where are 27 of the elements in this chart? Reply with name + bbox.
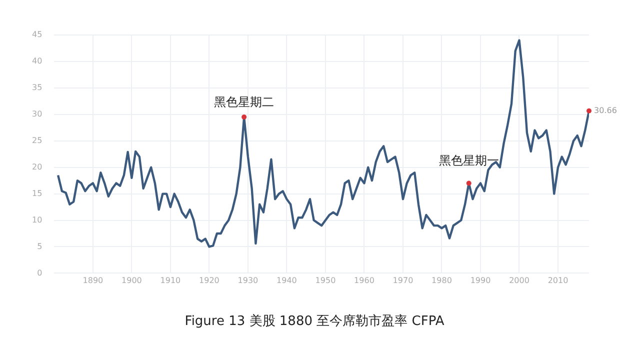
x-tick-label: 1980 [432,276,452,286]
y-tick-label: 20 [32,162,42,172]
y-tick-label: 10 [32,215,42,224]
text: Figure 13 美股 1880 至今席勒市盈率 CFPA [184,313,446,330]
y-tick-label: 40 [32,56,42,66]
x-tick-label: 2000 [509,276,530,286]
x-tick-label: 1950 [315,276,336,286]
annotation: 30.66 [594,106,617,115]
x-tick-label: 1940 [276,276,297,286]
y-tick-label: 15 [32,188,42,198]
y-tick-label: 5 [37,242,42,251]
y-tick-label: 0 [37,268,42,278]
x-tick-label: 1920 [199,276,220,286]
annotation: 黑色星期一 [438,153,499,168]
y-tick-label: 45 [32,30,42,40]
y-tick-label: 30 [32,109,42,118]
x-tick-label: 1970 [392,276,414,286]
y-tick-label: 35 [32,83,42,92]
x-tick-label: 2010 [548,276,568,286]
x-tick-label: 1990 [470,276,491,286]
x-tick-label: 1930 [238,276,258,286]
y-tick-label: 25 [32,136,42,145]
x-tick-label: 1960 [354,276,374,286]
x-tick-label: 1900 [122,276,142,286]
x-tick-label: 1890 [82,276,104,286]
x-tick-label: 1910 [160,276,181,286]
annotation: 黑色星期二 [214,95,274,110]
